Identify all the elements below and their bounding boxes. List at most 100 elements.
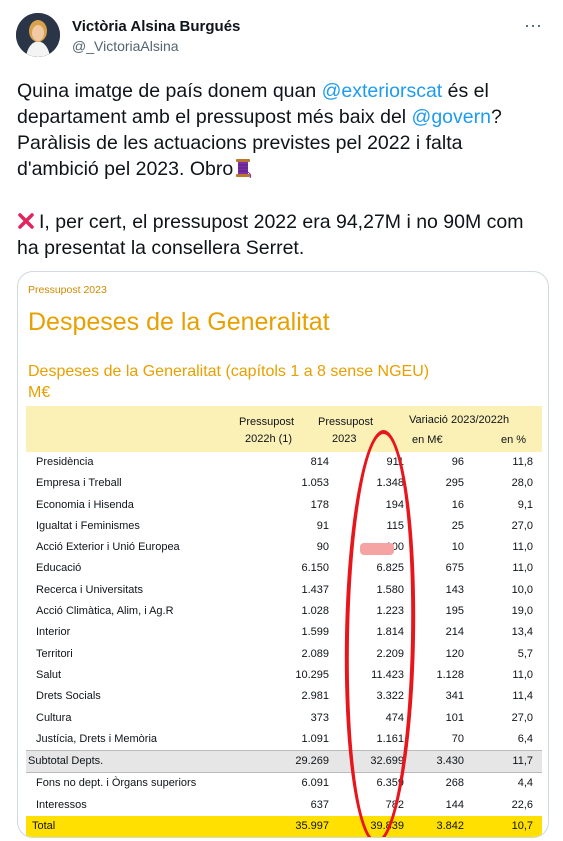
cell-value: 1.580 [376, 583, 404, 596]
cell-value: 32.699 [370, 755, 404, 768]
cell-value: 90 [316, 541, 329, 554]
cell-value: 1.091 [301, 732, 329, 745]
tweet-text-segment: I, per cert, el pressupost 2022 era 94,2… [17, 211, 524, 259]
table-row: Acció Exterior i Unió Europea 90 100 10 11,0 [26, 537, 542, 558]
mention-exteriorscat[interactable]: @exteriorscat [321, 80, 443, 102]
cell-value: 70 [451, 732, 464, 745]
cell-value: 11,0 [512, 668, 533, 681]
cell-value: 10.295 [295, 668, 329, 681]
cell-value: 16 [451, 498, 464, 511]
cell-value: 1.437 [301, 583, 329, 596]
cell-value: 120 [445, 647, 464, 660]
table-row: Igualtat i Feminismes 91 115 25 27,0 [26, 516, 542, 537]
table-row: Cultura 373 474 101 27,0 [26, 708, 542, 729]
cell-value: 6.150 [301, 562, 329, 575]
cell-value: 6,4 [517, 732, 533, 745]
cell-value: 268 [445, 777, 464, 790]
cell-value: 11,0 [512, 541, 533, 554]
cell-value: 4,4 [517, 777, 533, 790]
table-row: Interior 1.599 1.814 214 13,4 [26, 622, 542, 643]
cell-value: 1.028 [301, 605, 329, 618]
row-label: Economia i Hisenda [36, 498, 134, 511]
cell-value: 143 [445, 583, 464, 596]
author-name[interactable]: Victòria Alsina Burgués [72, 18, 241, 35]
cell-value: 675 [445, 562, 464, 575]
row-label: Empresa i Treball [36, 477, 122, 490]
row-label: Fons no dept. i Òrgans superiors [36, 777, 197, 790]
cell-value: 3.842 [436, 820, 464, 833]
cell-value: 22,6 [511, 798, 533, 811]
cell-value: 27,0 [511, 519, 533, 532]
cell-value: 11,7 [512, 755, 533, 768]
row-label: Recerca i Universitats [36, 583, 143, 596]
table-row: Justícia, Drets i Memòria 1.091 1.161 70 6,4 [26, 729, 542, 750]
cell-value: 1.161 [376, 732, 404, 745]
mention-govern[interactable]: @govern [411, 106, 491, 128]
cell-value: 11,8 [512, 456, 533, 468]
cell-value: 10 [451, 541, 464, 554]
tweet-image[interactable]: Pressupost 2023 Despeses de la Generalit… [17, 271, 549, 838]
total-row: Total 35.997 39.839 3.842 10,7 [26, 816, 542, 837]
cell-value: 1.053 [301, 477, 329, 490]
cell-value: 3.322 [376, 690, 404, 703]
cell-value: 25 [451, 519, 464, 532]
row-label: Justícia, Drets i Memòria [36, 732, 158, 745]
cell-value: 637 [310, 798, 329, 811]
cell-value: 3.430 [436, 755, 464, 768]
col-header-2022-sub: 2022h (1) [245, 433, 293, 445]
cell-value: 5,7 [517, 647, 533, 660]
tweet-text-segment: Quina imatge de país donem quan [17, 80, 322, 102]
cell-value: 6.091 [301, 777, 329, 790]
col-header-variation-pct: en % [501, 434, 527, 446]
cell-value: 2.981 [301, 690, 329, 703]
cell-value: 96 [451, 456, 464, 468]
cell-value: 295 [445, 477, 464, 490]
row-label: Acció Climàtica, Alim, i Ag.R [36, 605, 174, 618]
table-row: Economia i Hisenda 178 194 16 9,1 [26, 495, 542, 516]
cell-value: 373 [310, 711, 329, 724]
cell-value: 11,4 [512, 690, 533, 703]
row-label: Subtotal Depts. [28, 755, 104, 768]
cell-value: 814 [310, 456, 329, 468]
col-header-variation: Variació 2023/2022h [409, 414, 510, 426]
cell-value: 6.359 [376, 777, 404, 790]
doc-subtitle: Despeses de la Generalitat (capítols 1 a… [28, 363, 430, 380]
cell-value: 1.814 [376, 626, 404, 639]
budget-table: Pressupost 2022h (1) Pressupost 2023 Var… [26, 406, 542, 837]
table-row: Fons no dept. i Òrgans superiors 6.091 6.3… [26, 773, 542, 794]
subtotal-row: Subtotal Depts. 29.269 32.699 3.430 11,7 [26, 750, 542, 774]
cell-value: 11.423 [371, 668, 404, 681]
row-label: Total [32, 820, 56, 833]
ellipsis-icon[interactable]: ⋯ [524, 16, 543, 36]
cell-value: 28,0 [511, 477, 533, 490]
doc-crumb: Pressupost 2023 [28, 284, 107, 296]
table-row: Interessos 637 782 144 22,6 [26, 795, 542, 816]
cell-value: 1.599 [301, 626, 329, 639]
table-header: Pressupost 2022h (1) Pressupost 2023 Var… [26, 406, 542, 452]
cell-value: 9,1 [517, 498, 533, 511]
cell-value: 35.997 [295, 820, 329, 833]
cell-value: 13,4 [511, 626, 533, 639]
cell-value: 10,7 [511, 820, 533, 833]
cell-value: 178 [310, 498, 329, 511]
author-handle[interactable]: @_VictoriaAlsina [72, 38, 179, 54]
doc-title: Despeses de la Generalitat [28, 308, 330, 336]
cell-value: 474 [385, 711, 404, 724]
cell-value: 19,0 [511, 605, 533, 618]
cell-value: 1.223 [376, 605, 404, 618]
cell-value: 194 [385, 498, 404, 511]
cell-value: 144 [445, 798, 464, 811]
spool-of-thread-icon [233, 158, 253, 179]
cell-value: 10,0 [511, 583, 533, 596]
cell-value: 39.839 [370, 820, 404, 833]
table-row: Presidència 814 911 96 11,8 [26, 452, 542, 473]
cell-value: 214 [445, 626, 464, 639]
avatar[interactable] [16, 13, 60, 57]
cell-value: 115 [386, 519, 404, 532]
cell-value: 27,0 [511, 711, 533, 724]
table-row: Territori 2.089 2.209 120 5,7 [26, 644, 542, 665]
row-label: Acció Exterior i Unió Europea [36, 541, 180, 554]
cell-value: 91 [316, 519, 329, 532]
table-row: Empresa i Treball 1.053 1.348 295 28,0 [26, 473, 542, 494]
tweet-text-segment: és el departament amb el pressupost més … [17, 80, 489, 128]
